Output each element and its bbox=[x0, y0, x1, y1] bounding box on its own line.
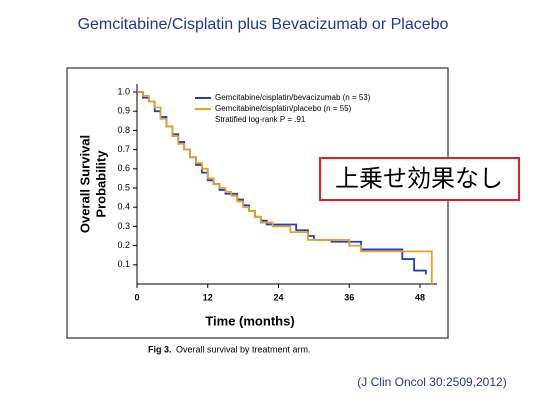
y-tick-label: 0.7 bbox=[117, 144, 130, 154]
x-tick-label: 0 bbox=[134, 292, 139, 302]
citation: (J Clin Oncol 30:2509,2012) bbox=[357, 375, 506, 389]
caption: Overall survival by treatment arm. bbox=[176, 344, 311, 354]
y-tick-label: 0.8 bbox=[117, 125, 130, 135]
x-tick-label: 36 bbox=[344, 292, 354, 302]
y-tick-label: 0.3 bbox=[117, 221, 130, 231]
callout-box bbox=[319, 157, 520, 201]
legend-label: Gemcitabine/cisplatin/placebo (n = 55) bbox=[215, 104, 352, 113]
x-tick-label: 12 bbox=[203, 292, 213, 302]
y-tick-label: 0.4 bbox=[117, 202, 130, 212]
y-tick-label: 0.2 bbox=[117, 240, 130, 250]
x-axis-label: Time (months) bbox=[205, 313, 294, 328]
y-tick-label: 1.0 bbox=[117, 86, 130, 96]
x-tick-label: 48 bbox=[415, 292, 425, 302]
legend-label: Gemcitabine/cisplatin/bevacizumab (n = 5… bbox=[215, 93, 371, 102]
y-tick-label: 0.9 bbox=[117, 106, 130, 116]
annotation: Stratified log-rank P = .91 bbox=[215, 115, 306, 124]
y-axis-label: Overall Survival Probability bbox=[77, 135, 108, 233]
y-tick-label: 0.1 bbox=[117, 259, 130, 269]
y-axis-label-line: Overall Survival bbox=[77, 135, 92, 233]
survival-curve bbox=[137, 91, 433, 284]
figure-frame bbox=[66, 67, 449, 339]
y-tick-label: 0.6 bbox=[117, 163, 130, 173]
callout: 上乗せ効果なし bbox=[335, 165, 503, 192]
x-tick-label: 24 bbox=[273, 292, 283, 302]
caption-label: Fig 3. bbox=[148, 344, 172, 354]
y-tick-label: 0.5 bbox=[117, 182, 130, 192]
y-axis-label-line: Probability bbox=[93, 150, 108, 218]
slide-title: Gemcitabine/Cisplatin plus Bevacizumab o… bbox=[78, 16, 449, 33]
